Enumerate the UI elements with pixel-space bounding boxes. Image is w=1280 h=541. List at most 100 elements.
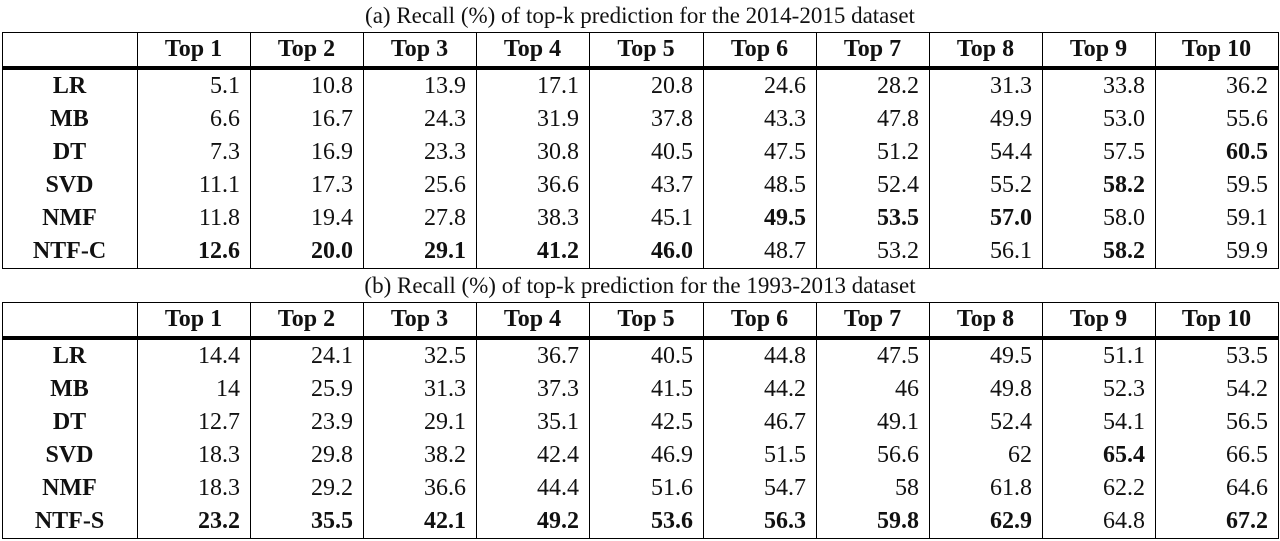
table-cell: 57.5 (1103, 139, 1145, 165)
table-cell: 40.5 (651, 343, 693, 369)
table-cell: 53.5 (1226, 343, 1268, 369)
column-rule (589, 302, 590, 539)
column-rule (1042, 302, 1043, 539)
column-rule (2, 302, 3, 539)
table-cell: 27.8 (424, 205, 466, 231)
column-header: Top 9 (1069, 36, 1128, 62)
table-cell: 62 (1008, 442, 1032, 468)
table-cell: 42.4 (537, 442, 579, 468)
column-rule (816, 32, 817, 269)
table-cell: 35.5 (311, 508, 353, 534)
table-cell: 11.8 (198, 205, 240, 231)
column-header: Top 8 (956, 306, 1015, 332)
table-cell: 48.5 (764, 172, 806, 198)
table-cell: 36.7 (537, 343, 579, 369)
table-cell: 40.5 (651, 139, 693, 165)
table-cell: 24.3 (424, 106, 466, 132)
table-cell: 46.7 (764, 409, 806, 435)
row-label: LR (52, 343, 87, 369)
table-cell: 59.8 (877, 508, 919, 534)
table-cell: 42.5 (651, 409, 693, 435)
column-rule (476, 32, 477, 269)
table-cell: 43.7 (651, 172, 693, 198)
table-cell: 35.1 (537, 409, 579, 435)
table-cell: 24.1 (311, 343, 353, 369)
table-cell: 13.9 (424, 73, 466, 99)
table-cell: 10.8 (311, 73, 353, 99)
column-header: Top 4 (503, 36, 562, 62)
table-cell: 53.2 (877, 238, 919, 264)
column-header: Top 7 (843, 306, 902, 332)
header-rule (2, 336, 1279, 340)
table-cell: 54.2 (1226, 376, 1268, 402)
table-cell: 53.0 (1103, 106, 1145, 132)
table-cell: 18.3 (198, 442, 240, 468)
column-rule (476, 302, 477, 539)
table-cell: 48.7 (764, 238, 806, 264)
table-cell: 44.8 (764, 343, 806, 369)
table-cell: 61.8 (990, 475, 1032, 501)
table-cell: 37.3 (537, 376, 579, 402)
table-cell: 55.2 (990, 172, 1032, 198)
table-cell: 56.5 (1226, 409, 1268, 435)
row-label: SVD (45, 172, 94, 198)
row-label: DT (52, 409, 87, 435)
table-cell: 49.1 (877, 409, 919, 435)
table-cell: 66.5 (1226, 442, 1268, 468)
table-cell: 12.7 (198, 409, 240, 435)
table-cell: 7.3 (210, 139, 240, 165)
column-rule (816, 302, 817, 539)
row-label: NMF (42, 475, 97, 501)
row-label: NMF (42, 205, 97, 231)
table-cell: 44.2 (764, 376, 806, 402)
column-rule (363, 32, 364, 269)
table-cell: 67.2 (1226, 508, 1268, 534)
table-cell: 58.0 (1103, 205, 1145, 231)
column-header: Top 1 (164, 36, 223, 62)
table-cell: 60.5 (1226, 139, 1268, 165)
table-cell: 49.5 (764, 205, 806, 231)
column-header: Top 6 (730, 36, 789, 62)
column-rule (703, 302, 704, 539)
table-cell: 47.5 (877, 343, 919, 369)
column-rule (137, 302, 138, 539)
caption: (a) Recall (%) of top-k prediction for t… (365, 3, 915, 28)
column-rule (137, 32, 138, 269)
column-header: Top 5 (617, 36, 675, 62)
table-cell: 30.8 (537, 139, 579, 165)
table-cell: 53.6 (651, 508, 693, 534)
table-cell: 43.3 (764, 106, 806, 132)
table-cell: 56.1 (990, 238, 1032, 264)
table-cell: 62.9 (990, 508, 1032, 534)
table-cell: 49.5 (990, 343, 1032, 369)
row-label: MB (50, 106, 89, 132)
table-cell: 25.9 (311, 376, 353, 402)
column-rule (1155, 302, 1156, 539)
column-rule (363, 302, 364, 539)
table-cell: 11.1 (198, 172, 240, 198)
table-cell: 56.3 (764, 508, 806, 534)
table-cell: 56.6 (877, 442, 919, 468)
table-border (2, 32, 1279, 33)
table-cell: 31.3 (990, 73, 1032, 99)
column-rule (589, 32, 590, 269)
table-cell: 51.6 (651, 475, 693, 501)
column-header: Top 2 (277, 306, 336, 332)
table-cell: 29.1 (424, 409, 466, 435)
row-label: LR (52, 73, 87, 99)
table-cell: 16.9 (311, 139, 353, 165)
table-cell: 31.9 (537, 106, 579, 132)
column-rule (1042, 32, 1043, 269)
table-cell: 46.0 (651, 238, 693, 264)
table-cell: 53.5 (877, 205, 919, 231)
column-header: Top 9 (1069, 306, 1128, 332)
table-cell: 6.6 (210, 106, 240, 132)
table-cell: 31.3 (424, 376, 466, 402)
column-rule (929, 302, 930, 539)
table-border (2, 302, 1279, 303)
table-cell: 14 (216, 376, 240, 402)
table-cell: 25.6 (424, 172, 466, 198)
header-rule (2, 66, 1279, 70)
table-cell: 38.3 (537, 205, 579, 231)
